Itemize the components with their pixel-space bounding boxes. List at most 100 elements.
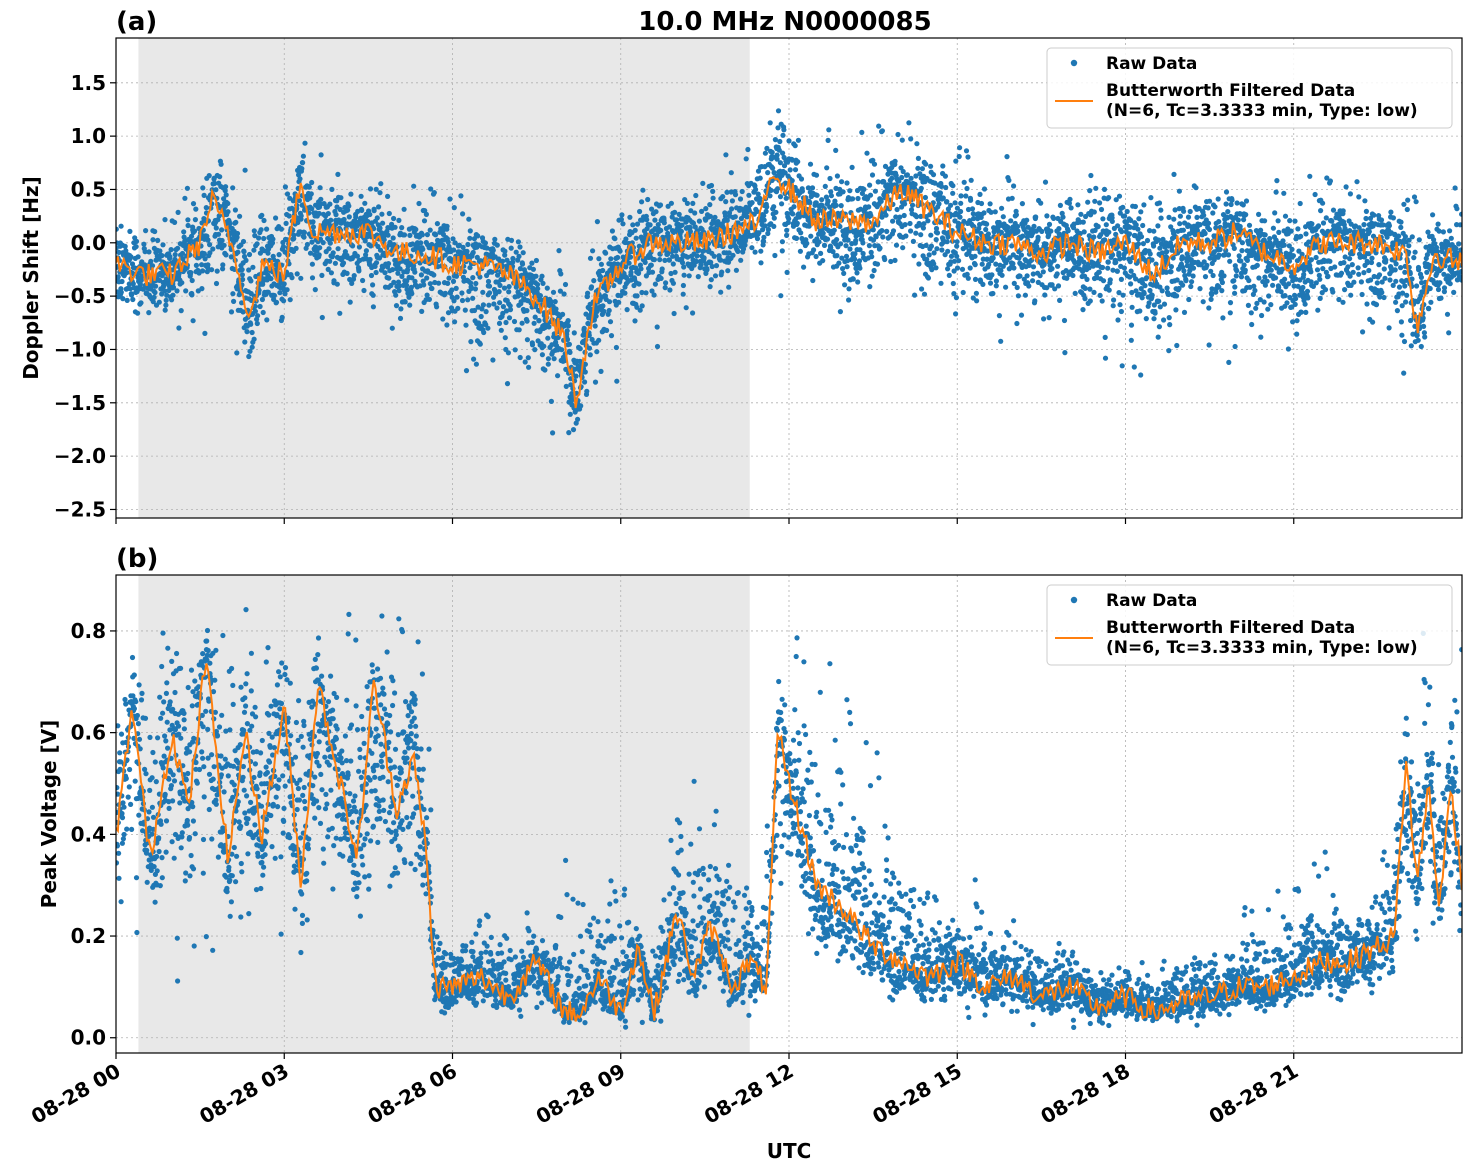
raw-data-point (1356, 271, 1362, 277)
raw-data-point (953, 295, 960, 301)
raw-data-point (474, 254, 480, 260)
raw-data-point (237, 213, 243, 219)
raw-data-point (749, 200, 755, 206)
raw-data-point (1102, 355, 1109, 361)
raw-data-point (330, 250, 336, 256)
raw-data-point (1232, 290, 1238, 296)
raw-data-point (465, 241, 471, 248)
raw-data-point (1354, 179, 1360, 185)
raw-data-point (486, 283, 493, 289)
raw-data-point (223, 192, 229, 198)
raw-data-point (185, 222, 191, 229)
raw-data-point (565, 318, 571, 324)
raw-data-point (583, 311, 589, 317)
raw-data-point (190, 201, 197, 207)
raw-data-point (362, 200, 368, 206)
raw-data-point (240, 238, 247, 245)
raw-data-point (300, 153, 306, 159)
raw-data-point (1024, 217, 1030, 223)
raw-data-point (502, 335, 508, 341)
raw-data-point (907, 220, 913, 227)
raw-data-point (632, 227, 638, 233)
raw-data-point (934, 246, 940, 252)
raw-data-point (207, 242, 213, 248)
raw-data-point (839, 179, 845, 185)
raw-data-point (1392, 267, 1398, 273)
raw-data-point (1248, 310, 1254, 316)
raw-data-point (963, 193, 969, 199)
raw-data-point (188, 270, 194, 276)
raw-data-point (795, 159, 801, 165)
raw-data-point (1019, 201, 1025, 207)
raw-data-point (381, 237, 387, 243)
raw-data-point (902, 201, 908, 207)
raw-data-point (984, 221, 990, 227)
raw-data-point (730, 252, 736, 258)
raw-data-point (370, 304, 376, 310)
raw-data-point (738, 257, 744, 263)
raw-data-point (972, 262, 978, 268)
raw-data-point (179, 280, 185, 286)
raw-data-point (1110, 303, 1116, 309)
raw-data-point (540, 280, 546, 286)
raw-data-point (1356, 194, 1362, 200)
raw-data-point (879, 128, 886, 134)
raw-data-point (854, 270, 860, 276)
raw-data-point (1393, 278, 1399, 284)
raw-data-point (630, 222, 636, 228)
raw-data-point (354, 253, 360, 259)
raw-data-point (124, 270, 130, 276)
raw-data-point (373, 260, 380, 266)
raw-data-point (952, 200, 958, 206)
raw-data-point (1171, 171, 1177, 177)
raw-data-point (874, 261, 881, 267)
raw-data-point (1323, 215, 1329, 221)
raw-data-point (1087, 188, 1093, 194)
raw-data-point (606, 299, 613, 305)
raw-data-point (764, 204, 770, 210)
raw-data-point (567, 349, 573, 355)
raw-data-point (1106, 287, 1112, 293)
raw-data-point (188, 238, 194, 244)
raw-data-point (814, 192, 820, 198)
raw-data-point (265, 289, 271, 295)
raw-data-point (1233, 273, 1239, 279)
raw-data-point (1332, 264, 1338, 270)
raw-data-point (852, 256, 858, 262)
raw-data-point (360, 277, 366, 284)
raw-data-point (1042, 179, 1049, 185)
raw-data-point (380, 265, 386, 271)
raw-data-point (709, 263, 715, 270)
raw-data-point (1268, 267, 1274, 273)
raw-data-point (1234, 268, 1240, 274)
raw-data-point (1223, 189, 1230, 195)
raw-data-point (380, 220, 386, 226)
raw-data-point (1386, 223, 1392, 229)
raw-data-point (116, 226, 119, 232)
raw-data-point (775, 186, 781, 192)
raw-data-point (930, 172, 937, 178)
raw-data-point (483, 309, 489, 315)
raw-data-point (856, 258, 863, 264)
raw-data-point (500, 310, 506, 316)
raw-data-point (1008, 218, 1014, 224)
raw-data-point (753, 186, 759, 193)
raw-data-point (649, 269, 656, 275)
raw-data-point (199, 286, 205, 292)
raw-data-point (1290, 253, 1296, 259)
raw-data-point (127, 228, 133, 234)
raw-data-point (143, 228, 149, 234)
raw-data-point (282, 184, 288, 190)
raw-data-point (987, 280, 994, 286)
raw-data-point (1364, 301, 1370, 307)
raw-data-point (787, 167, 793, 173)
raw-data-point (906, 120, 912, 126)
raw-data-point (431, 272, 437, 278)
raw-data-point (216, 213, 222, 219)
raw-data-point (269, 240, 276, 246)
raw-data-point (550, 289, 557, 295)
raw-data-point (933, 237, 939, 243)
raw-data-point (1330, 289, 1336, 295)
raw-data-point (772, 252, 778, 259)
raw-data-point (473, 280, 479, 287)
